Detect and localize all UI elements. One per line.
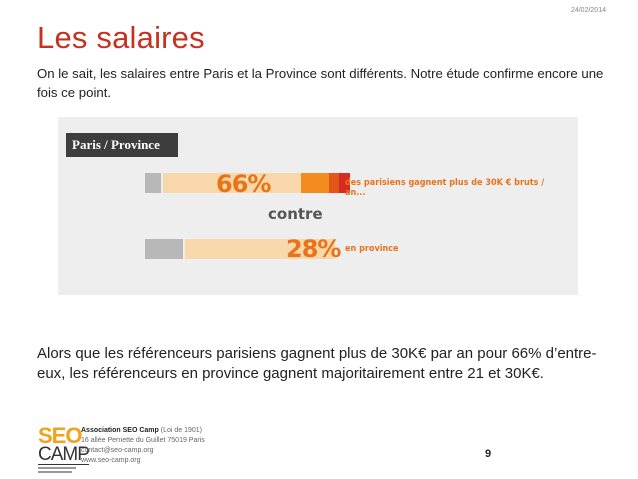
province-percent: 28% (286, 235, 341, 263)
infographic-header: Paris / Province (66, 133, 178, 157)
footer-email[interactable]: contact@seo-camp.org (81, 447, 154, 454)
slide-title: Les salaires (37, 20, 205, 55)
paris-bar-grey (145, 173, 161, 193)
page-number: 9 (485, 448, 492, 460)
footer-website[interactable]: www.seo-camp.org (81, 457, 141, 464)
paris-caption: des parisiens gagnent plus de 30K € brut… (345, 178, 545, 198)
paris-bar-orange (301, 173, 329, 193)
footer-contact: Association SEO Camp (Loi de 1901) 16 al… (81, 426, 205, 466)
logo-seo-text: SEO (38, 423, 82, 448)
province-bar-light (185, 239, 335, 259)
footer-address: 16 allée Pernette du Guillet 75019 Paris (81, 437, 205, 444)
paris-bar-red (339, 173, 350, 193)
paris-bar-light (163, 173, 301, 193)
intro-paragraph: On le sait, les salaires entre Paris et … (37, 66, 604, 100)
footer-org-name: Association SEO Camp (81, 427, 159, 434)
body-paragraph: Alors que les référenceurs parisiens gag… (37, 345, 597, 382)
paris-province-infographic: Paris / Province 66% des parisiens gagne… (58, 117, 578, 295)
province-bar-grey (145, 239, 183, 259)
seo-camp-logo: SEO CAMP (38, 423, 90, 474)
province-bar (145, 239, 345, 259)
paris-bar (145, 173, 350, 193)
separator-text: contre (268, 205, 323, 223)
province-caption: en province (345, 244, 399, 254)
logo-camp-text: CAMP (38, 444, 90, 465)
logo-tagline-lines (38, 467, 88, 473)
paris-percent: 66% (216, 170, 271, 198)
footer-org-line: Association SEO Camp (Loi de 1901) (81, 426, 205, 436)
slide-date: 24/02/2014 (570, 7, 606, 14)
paris-bar-dark-orange (329, 173, 339, 193)
footer-org-suffix: (Loi de 1901) (160, 427, 203, 434)
